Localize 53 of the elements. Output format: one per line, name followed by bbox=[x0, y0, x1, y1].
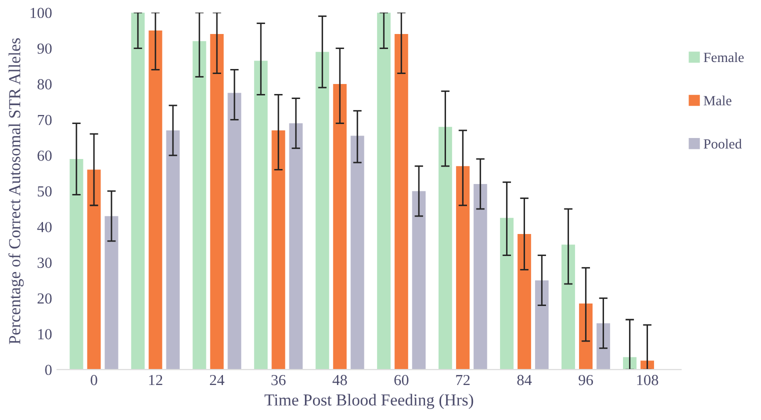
bar bbox=[104, 216, 118, 370]
x-tick-label: 24 bbox=[210, 374, 224, 386]
bar bbox=[394, 34, 408, 370]
bar bbox=[518, 234, 532, 370]
bar bbox=[500, 218, 514, 370]
y-tick-label: 10 bbox=[38, 329, 52, 340]
bar bbox=[456, 166, 470, 370]
x-tick-label: 36 bbox=[271, 374, 286, 386]
bar bbox=[377, 12, 391, 370]
bar bbox=[350, 136, 364, 370]
bar bbox=[333, 84, 347, 370]
y-tick-label: 20 bbox=[38, 293, 52, 304]
y-tick-label: 50 bbox=[38, 186, 52, 197]
y-tick-label: 60 bbox=[38, 150, 52, 161]
x-tick-label: 108 bbox=[637, 374, 658, 386]
bar bbox=[535, 280, 549, 370]
bar bbox=[254, 60, 268, 370]
bar bbox=[474, 184, 488, 370]
legend-label: Pooled bbox=[704, 138, 742, 149]
y-tick-label: 100 bbox=[30, 8, 52, 18]
bar bbox=[412, 191, 426, 370]
bar bbox=[70, 158, 84, 370]
bar bbox=[289, 123, 303, 370]
bar bbox=[272, 130, 286, 370]
bar bbox=[562, 244, 576, 370]
x-tick-label: 96 bbox=[578, 374, 593, 386]
x-axis-title: Time Post Blood Feeding (Hrs) bbox=[264, 394, 474, 410]
x-tick-label: 0 bbox=[90, 374, 98, 386]
legend-label: Female bbox=[704, 52, 744, 62]
y-tick-label: 80 bbox=[38, 79, 52, 90]
x-tick-label: 72 bbox=[456, 374, 470, 386]
y-tick-label: 90 bbox=[37, 43, 52, 54]
x-tick-label: 84 bbox=[517, 374, 532, 386]
x-tick-label: 60 bbox=[394, 374, 408, 386]
bar bbox=[87, 170, 101, 370]
bar bbox=[131, 12, 145, 370]
y-tick-label: 30 bbox=[38, 258, 52, 268]
bar bbox=[316, 52, 330, 370]
x-tick-label: 12 bbox=[149, 374, 162, 386]
y-tick-label: 70 bbox=[38, 114, 52, 126]
x-tick-label: 48 bbox=[332, 374, 347, 386]
bar bbox=[166, 130, 180, 370]
bar bbox=[210, 34, 224, 370]
y-axis-title: Percentage of Correct Autosomal STR Alleles bbox=[8, 38, 24, 344]
bar bbox=[148, 30, 162, 370]
y-tick-label: 40 bbox=[37, 222, 52, 232]
bar bbox=[579, 304, 593, 370]
bar bbox=[596, 323, 610, 370]
bar bbox=[228, 92, 242, 370]
bar bbox=[192, 41, 206, 370]
legend-label: Male bbox=[704, 96, 732, 106]
y-tick-label: 0 bbox=[45, 364, 52, 376]
bar bbox=[438, 126, 452, 370]
